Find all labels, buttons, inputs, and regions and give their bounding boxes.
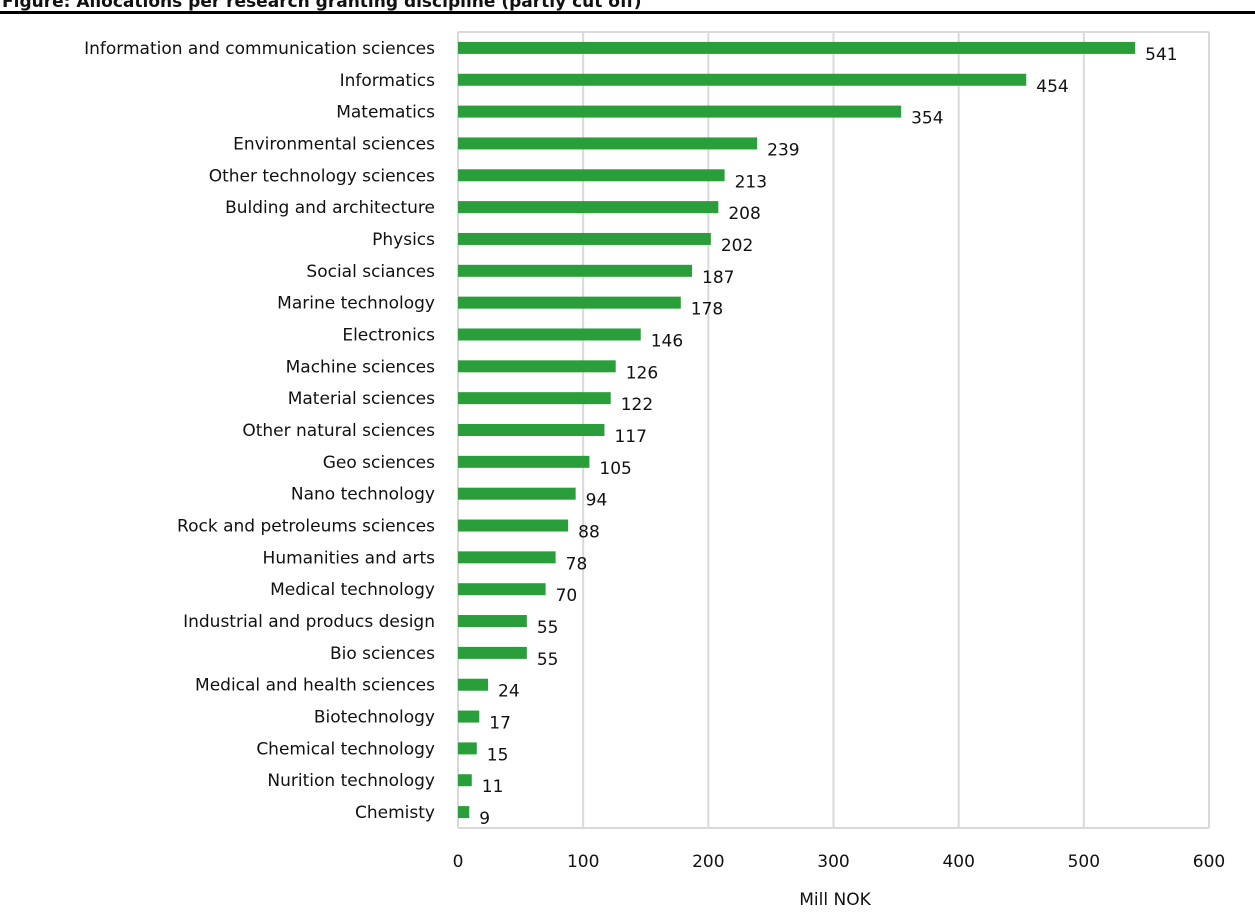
category-label: Chemical technology (256, 739, 435, 759)
bar (458, 710, 480, 723)
category-label: Physics (372, 230, 435, 250)
x-tick-label: 500 (1068, 852, 1100, 872)
category-labels: Information and communication sciences In… (84, 39, 435, 823)
category-label: Medical technology (270, 580, 435, 600)
bar (458, 201, 719, 214)
value-label: 11 (482, 777, 504, 797)
category-label: Information and communication sciences (84, 39, 435, 59)
bar (458, 646, 527, 659)
bar (458, 392, 611, 405)
value-label: 541 (1145, 45, 1177, 65)
value-label: 88 (578, 523, 600, 543)
x-tick-label: 600 (1193, 852, 1225, 872)
bar (458, 806, 470, 819)
value-label: 208 (728, 204, 760, 224)
category-label: Social sciances (306, 262, 435, 282)
bar (458, 105, 902, 118)
value-label: 78 (566, 554, 588, 574)
value-label: 94 (586, 491, 608, 511)
bar (458, 615, 527, 628)
value-label: 146 (651, 331, 683, 351)
value-label: 9 (479, 809, 490, 829)
category-label: Machine sciences (286, 357, 436, 377)
category-label: Material sciences (288, 389, 435, 409)
x-tick-label: 300 (817, 852, 849, 872)
value-label: 117 (614, 427, 646, 447)
title-divider (0, 11, 1255, 14)
value-label: 105 (599, 459, 631, 479)
category-label: Bio sciences (330, 644, 435, 664)
bar (458, 551, 556, 564)
figure-title-area: Figure: Allocations per research grantin… (0, 0, 1255, 12)
bar (458, 519, 569, 532)
x-tick-label: 200 (692, 852, 724, 872)
value-label: 17 (489, 714, 511, 734)
category-label: Biotechnology (314, 708, 435, 728)
value-label: 55 (537, 650, 559, 670)
category-label: Geo sciences (323, 453, 435, 473)
bar (458, 742, 477, 755)
bar (458, 774, 472, 787)
value-label: 354 (911, 109, 943, 129)
bar (458, 487, 576, 500)
value-label: 178 (691, 300, 723, 320)
category-label: Bulding and architecture (225, 198, 435, 218)
category-label: Electronics (342, 325, 435, 345)
value-label: 55 (537, 618, 559, 638)
bars (458, 41, 1136, 819)
category-label: Nurition technology (267, 771, 435, 791)
x-tick-label: 400 (942, 852, 974, 872)
category-label: Humanities and arts (263, 548, 436, 568)
value-label: 126 (626, 363, 658, 383)
category-label: Environmental sciences (233, 134, 435, 154)
grid-lines (457, 31, 1210, 829)
category-label: Industrial and producs design (183, 612, 435, 632)
value-label: 239 (767, 140, 799, 160)
category-label: Other technology sciences (209, 166, 435, 186)
value-label: 122 (621, 395, 653, 415)
value-label: 15 (487, 745, 509, 765)
category-label: Matematics (336, 103, 435, 123)
category-label: Marine technology (277, 294, 435, 314)
value-label: 454 (1036, 77, 1068, 97)
x-tick-label: 0 (453, 852, 464, 872)
x-tick-labels: 0 100 200 300 400 500 600 (453, 852, 1226, 872)
bar (458, 583, 546, 596)
bar (458, 360, 616, 373)
category-label: Nano technology (291, 485, 435, 505)
value-label: 202 (721, 236, 753, 256)
bar (458, 424, 605, 436)
bar (458, 137, 758, 150)
bar (458, 328, 641, 341)
figure-title: Figure: Allocations per research grantin… (2, 0, 642, 12)
bar (458, 232, 711, 245)
bar (458, 73, 1027, 86)
value-label: 213 (735, 172, 767, 192)
bar (458, 41, 1136, 54)
value-label: 70 (556, 586, 578, 606)
bar (458, 296, 681, 309)
bar (458, 678, 489, 691)
bar (458, 169, 725, 182)
bar (458, 455, 590, 468)
x-axis-title: Mill NOK (799, 890, 871, 910)
category-label: Chemisty (355, 803, 435, 823)
value-label: 24 (498, 682, 520, 702)
value-label: 187 (702, 268, 734, 288)
category-label: Other natural sciences (242, 421, 435, 441)
category-label: Informatics (340, 71, 436, 91)
bar (458, 264, 693, 277)
category-label: Medical and health sciences (195, 676, 435, 696)
x-tick-label: 100 (567, 852, 599, 872)
category-label: Rock and petroleums sciences (177, 517, 435, 537)
